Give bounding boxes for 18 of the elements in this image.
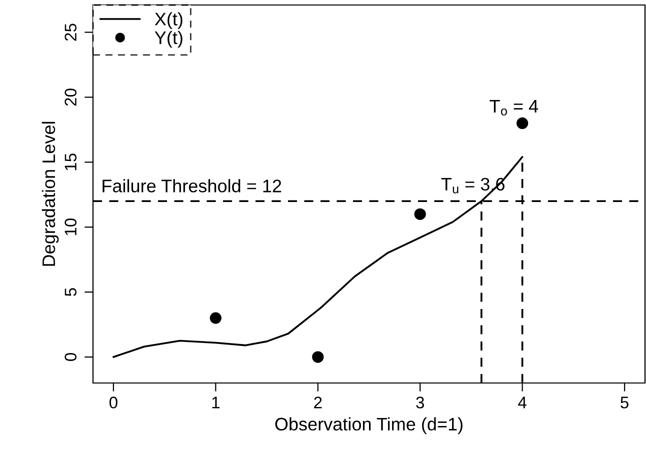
y-axis-title: Degradation Level xyxy=(42,122,59,266)
x-axis-title: Observation Time (d=1) xyxy=(275,417,462,434)
annotation: T$_{o}$ = 4 xyxy=(490,100,538,116)
y-tick-label: 5 xyxy=(64,288,77,296)
x-tick-label: 4 xyxy=(518,396,526,408)
legend-label: X(t) xyxy=(154,12,182,30)
legend-label: Y(t) xyxy=(154,30,182,48)
y-tick-label: 20 xyxy=(64,88,77,106)
x-tick-label: 2 xyxy=(314,396,322,408)
x-tick-label: 3 xyxy=(416,396,424,408)
x-tick-label: 1 xyxy=(212,396,220,408)
x-tick-label: 5 xyxy=(620,396,628,408)
y-tick-label: 10 xyxy=(64,218,77,236)
y-tick-label: 15 xyxy=(64,154,77,170)
x-tick-label: 0 xyxy=(109,396,118,408)
y-tick-label: 25 xyxy=(64,24,77,41)
y-tick-label: 0 xyxy=(64,353,77,362)
ref-line-label: Failure Threshold = 12 xyxy=(102,179,282,192)
